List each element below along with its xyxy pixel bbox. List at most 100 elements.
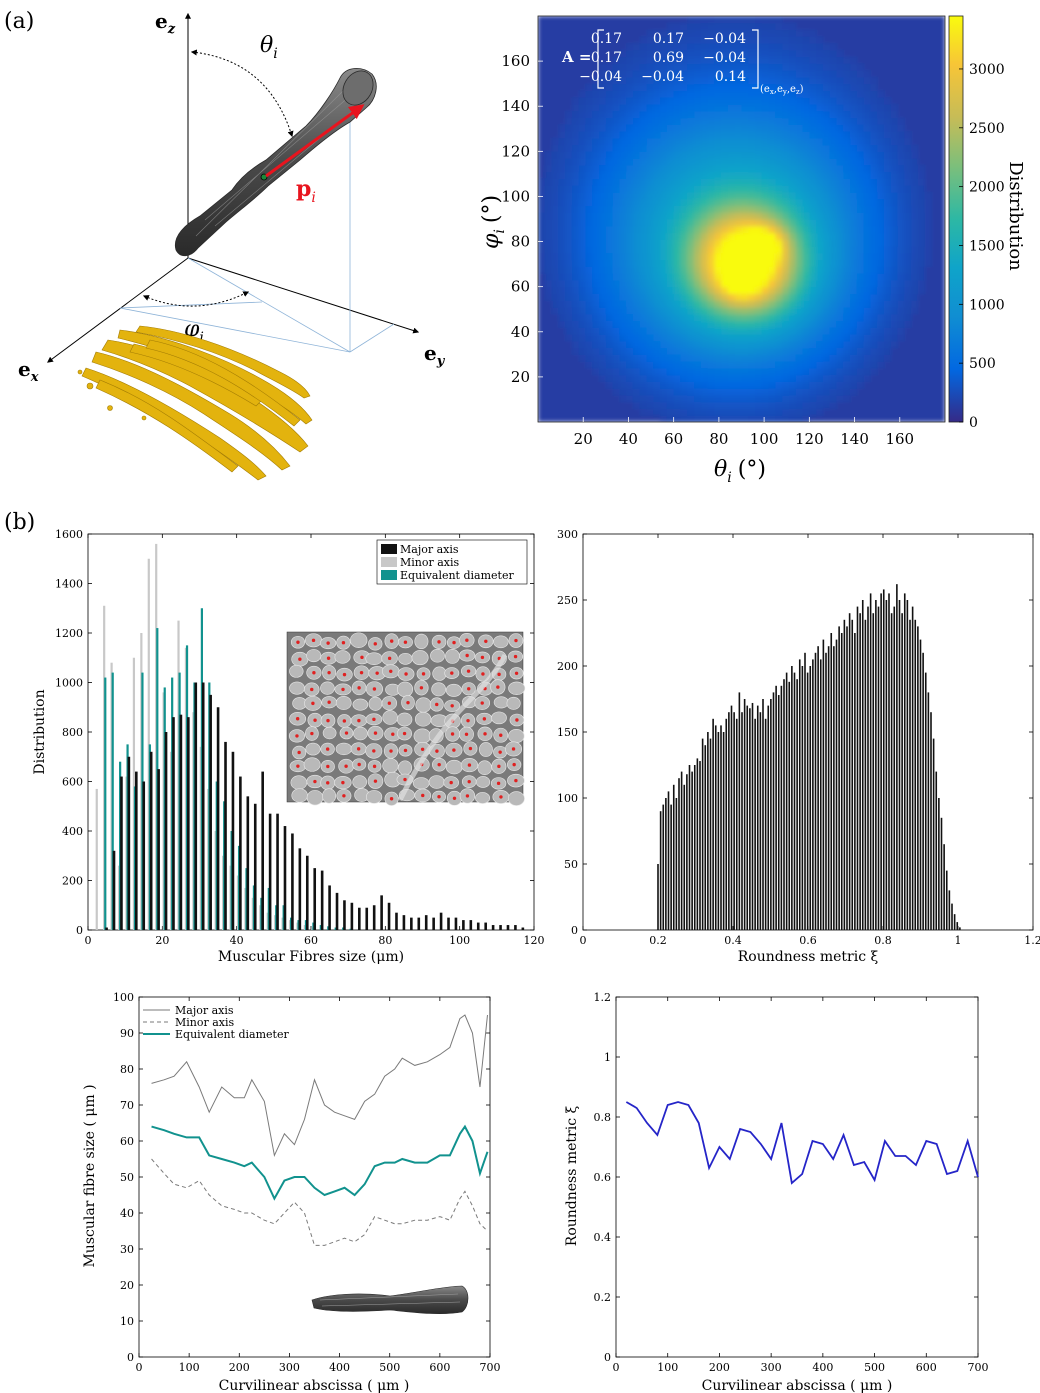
heatmap-cell [714,374,722,382]
heatmap-cell [843,164,851,173]
heatmap-cell [660,415,668,422]
heatmap-cell [700,347,709,355]
heatmap-cell [809,151,817,159]
heatmap-cell [788,22,797,31]
bar [704,745,707,930]
heatmap-cell [809,273,817,281]
heatmap-cell [571,306,580,315]
heatmap-cell [632,70,641,78]
cell [430,648,445,663]
bar [657,864,659,930]
colorbar-tick-label: 0 [969,415,978,431]
heatmap-cell [714,293,722,301]
centroid [310,687,314,692]
heatmap-cell [592,327,600,335]
heatmap-cell [646,158,654,166]
heatmap-cell [700,164,709,173]
heatmap-cell [612,266,620,274]
heatmap-cell [768,212,777,220]
heatmap-cell [653,191,661,200]
heatmap-cell [883,117,892,125]
heatmap-cell [565,252,573,261]
heatmap-cell [660,158,668,166]
heatmap-cell [782,394,790,403]
heatmap-cell [829,151,838,159]
heatmap-cell [558,158,566,166]
heatmap-cell [877,286,885,295]
heatmap-cell [544,151,553,159]
centroid [295,717,300,721]
heatmap-cell [748,29,756,37]
centroid [499,733,503,737]
heatmap-cell [727,266,736,274]
heatmap-cell [748,49,756,58]
heatmap-cell [714,63,722,71]
cell [322,726,337,740]
heatmap-cell [680,205,688,213]
bar [252,885,256,930]
heatmap-cell [816,327,824,335]
heatmap-cell [788,374,797,382]
heatmap-cell [721,259,729,267]
heatmap-cell [843,83,851,92]
heatmap-cell [666,279,675,288]
heatmap-cell [565,212,573,220]
heatmap-cell [822,171,831,179]
heatmap-cell [816,117,824,125]
heatmap-cell [632,293,641,301]
heatmap-cell [863,164,871,173]
heatmap-cell [605,239,614,247]
heatmap-cell [795,219,804,227]
heatmap-cell [680,313,688,322]
heatmap-cell [788,286,797,295]
heatmap-cell [741,110,749,119]
heatmap-cell [599,158,607,166]
heatmap-cell [694,43,702,51]
heatmap-cell [870,259,878,267]
heatmap-cell [687,354,695,362]
heatmap-cell [809,286,817,295]
heatmap-cell [612,327,620,335]
heatmap-cell [599,300,607,308]
heatmap-cell [632,158,641,166]
heatmap-cell [843,340,851,349]
heatmap-cell [666,367,675,376]
x-tick-label: 500 [864,1361,885,1374]
heatmap-cell [700,171,709,179]
heatmap-cell [694,191,702,200]
heatmap-cell [775,171,783,179]
heatmap-cell [700,361,709,369]
heatmap-cell [755,293,763,301]
cell [413,728,432,744]
heatmap-cell [687,29,695,37]
heatmap-cell [911,151,919,159]
legend-swatch [381,570,397,580]
heatmap-cell [653,327,661,335]
heatmap-cell [761,97,770,105]
heatmap-cell [809,110,817,119]
heatmap-cell [639,97,648,105]
heatmap-cell [632,266,641,274]
heatmap-cell [795,334,804,342]
heatmap-cell [795,320,804,328]
heatmap-cell [680,29,688,37]
heatmap-cell [612,225,620,234]
heatmap-cell [850,56,858,64]
heatmap-cell [782,415,790,422]
heatmap-cell [666,191,675,200]
heatmap-cell [816,63,824,71]
heatmap-cell [829,252,838,261]
bar [896,584,898,930]
heatmap-cell [646,340,654,349]
cell [320,681,335,695]
bar [171,677,174,930]
heatmap-cell [721,110,729,119]
cell [334,650,351,664]
heatmap-cell [788,212,797,220]
centroid [403,640,408,644]
heatmap-cell [795,97,804,105]
bar [231,751,235,930]
bar [712,718,714,930]
heatmap-cell [626,279,634,288]
heatmap-cell [612,124,620,132]
